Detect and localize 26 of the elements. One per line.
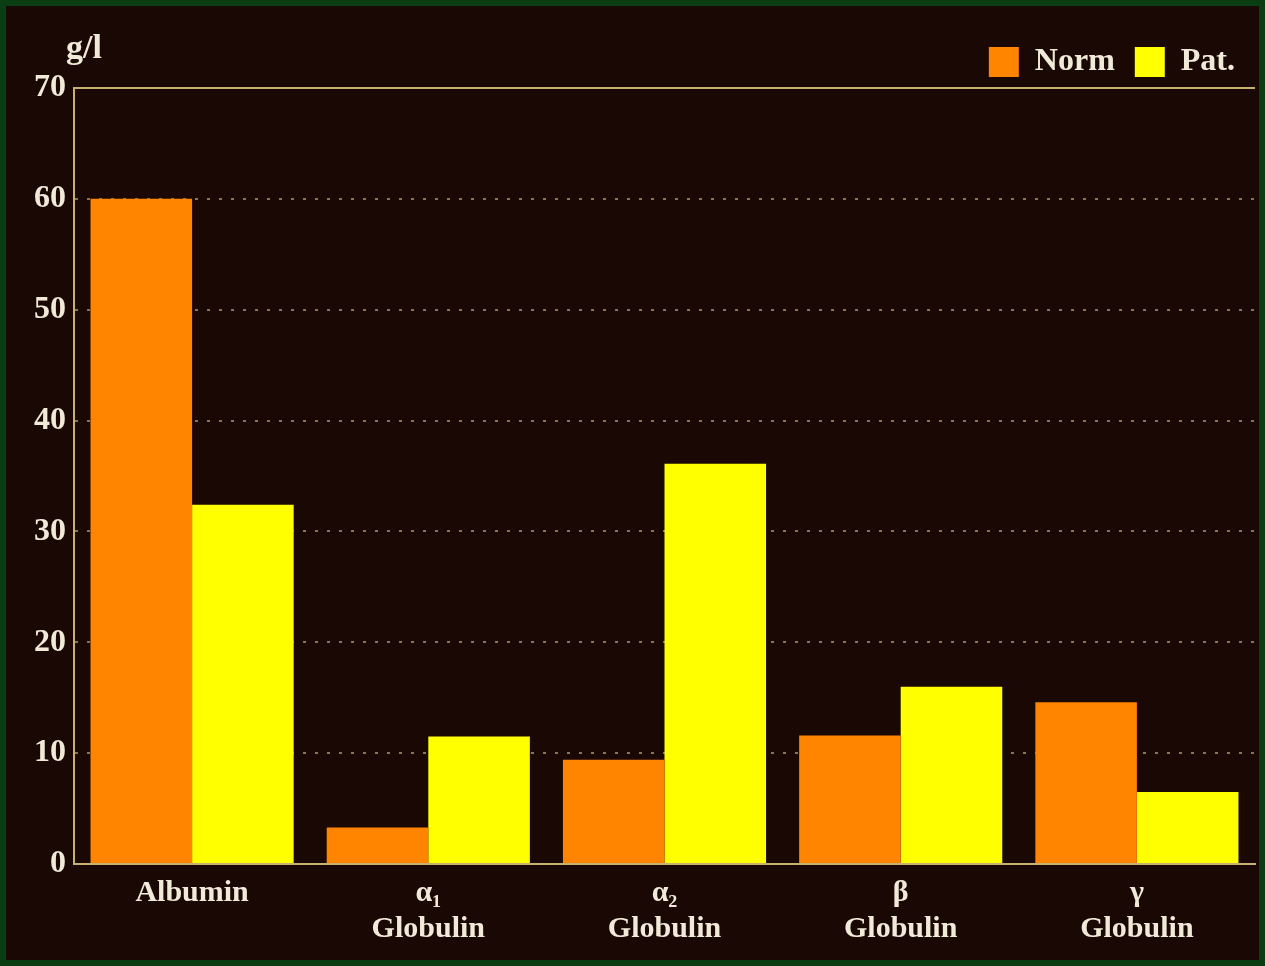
x-tick-label: γ Globulin: [1080, 873, 1194, 943]
x-tick-label: α₁ Globulin: [371, 873, 486, 943]
bar: [900, 686, 1003, 863]
bar: [1136, 791, 1239, 863]
y-tick-label: 10: [34, 732, 66, 769]
x-tick-label: Albumin: [135, 873, 250, 907]
bar: [90, 198, 193, 863]
bar: [326, 827, 429, 863]
y-tick-label: 20: [34, 621, 66, 658]
y-tick-label: 50: [34, 288, 66, 325]
y-tick-label: 0: [50, 843, 66, 880]
y-axis-title: g/l: [66, 27, 102, 65]
bar: [664, 463, 767, 863]
bar: [562, 759, 665, 863]
bar: [428, 736, 530, 863]
bar: [799, 735, 901, 863]
bar: [192, 504, 294, 863]
x-tick-label: β Globulin: [844, 873, 958, 943]
bar: [1035, 702, 1137, 863]
legend-label: Norm: [1034, 41, 1116, 78]
x-tick-label: α₂ Globulin: [607, 873, 722, 943]
y-tick-label: 30: [34, 510, 66, 547]
y-tick-label: 40: [34, 399, 66, 436]
y-tick-label: 60: [34, 178, 66, 215]
legend-label: Pat.: [1180, 41, 1235, 78]
y-tick-label: 70: [34, 67, 66, 104]
